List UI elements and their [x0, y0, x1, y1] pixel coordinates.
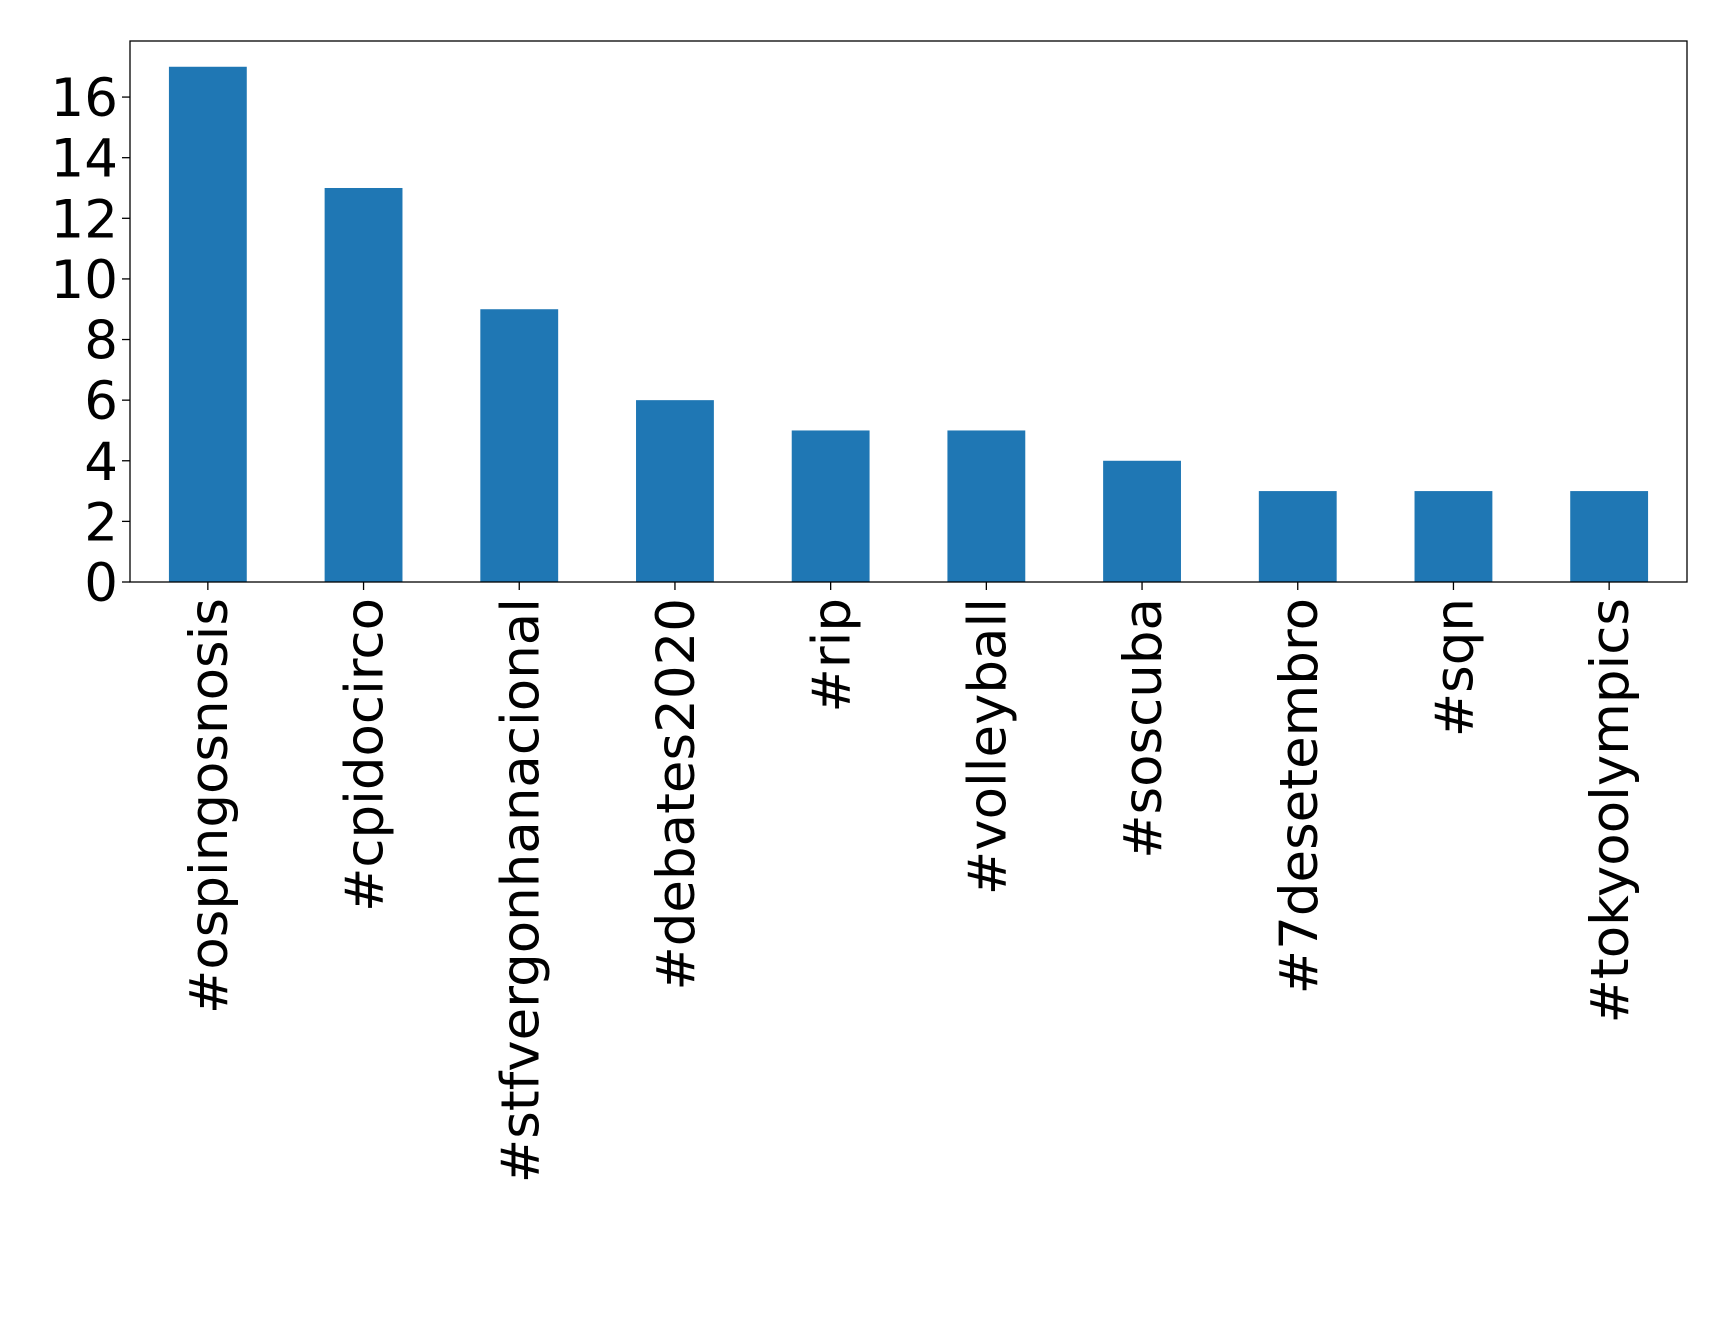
- x-tick-label: #volleyball: [957, 598, 1018, 895]
- bar: [480, 309, 559, 582]
- bar: [324, 187, 403, 583]
- x-tick-label: #ospingosnosis: [179, 598, 240, 1014]
- bar: [1414, 491, 1493, 582]
- bar: [947, 430, 1026, 582]
- x-tick-label: #cpidocirco: [335, 598, 396, 912]
- bar: [636, 400, 714, 582]
- bar: [1103, 460, 1181, 582]
- y-tick-label: 0: [84, 553, 118, 614]
- y-tick-label: 2: [84, 492, 118, 553]
- x-tick-label: #rip: [802, 598, 863, 713]
- axes-frame: [129, 40, 1688, 583]
- y-tick-label: 4: [84, 432, 118, 493]
- bar: [791, 430, 870, 582]
- x-tick-label: #debates2020: [646, 598, 707, 991]
- y-tick-label: 10: [51, 250, 118, 311]
- y-tick-label: 12: [51, 189, 118, 250]
- x-tick-label: #7desetembro: [1269, 598, 1330, 994]
- y-tick-label: 16: [51, 68, 118, 129]
- x-tick-label: #soscuba: [1113, 598, 1174, 859]
- bar: [168, 66, 247, 582]
- y-tick-label: 6: [84, 371, 118, 432]
- bar: [1258, 491, 1337, 582]
- x-tick-label: #stfvergonhanacional: [490, 598, 551, 1183]
- x-tick-label: #tokyoolympics: [1580, 598, 1641, 1023]
- bar: [1570, 491, 1649, 582]
- x-tick-label: #sqn: [1424, 598, 1485, 737]
- y-tick-label: 14: [51, 129, 118, 190]
- y-tick-label: 8: [84, 311, 118, 372]
